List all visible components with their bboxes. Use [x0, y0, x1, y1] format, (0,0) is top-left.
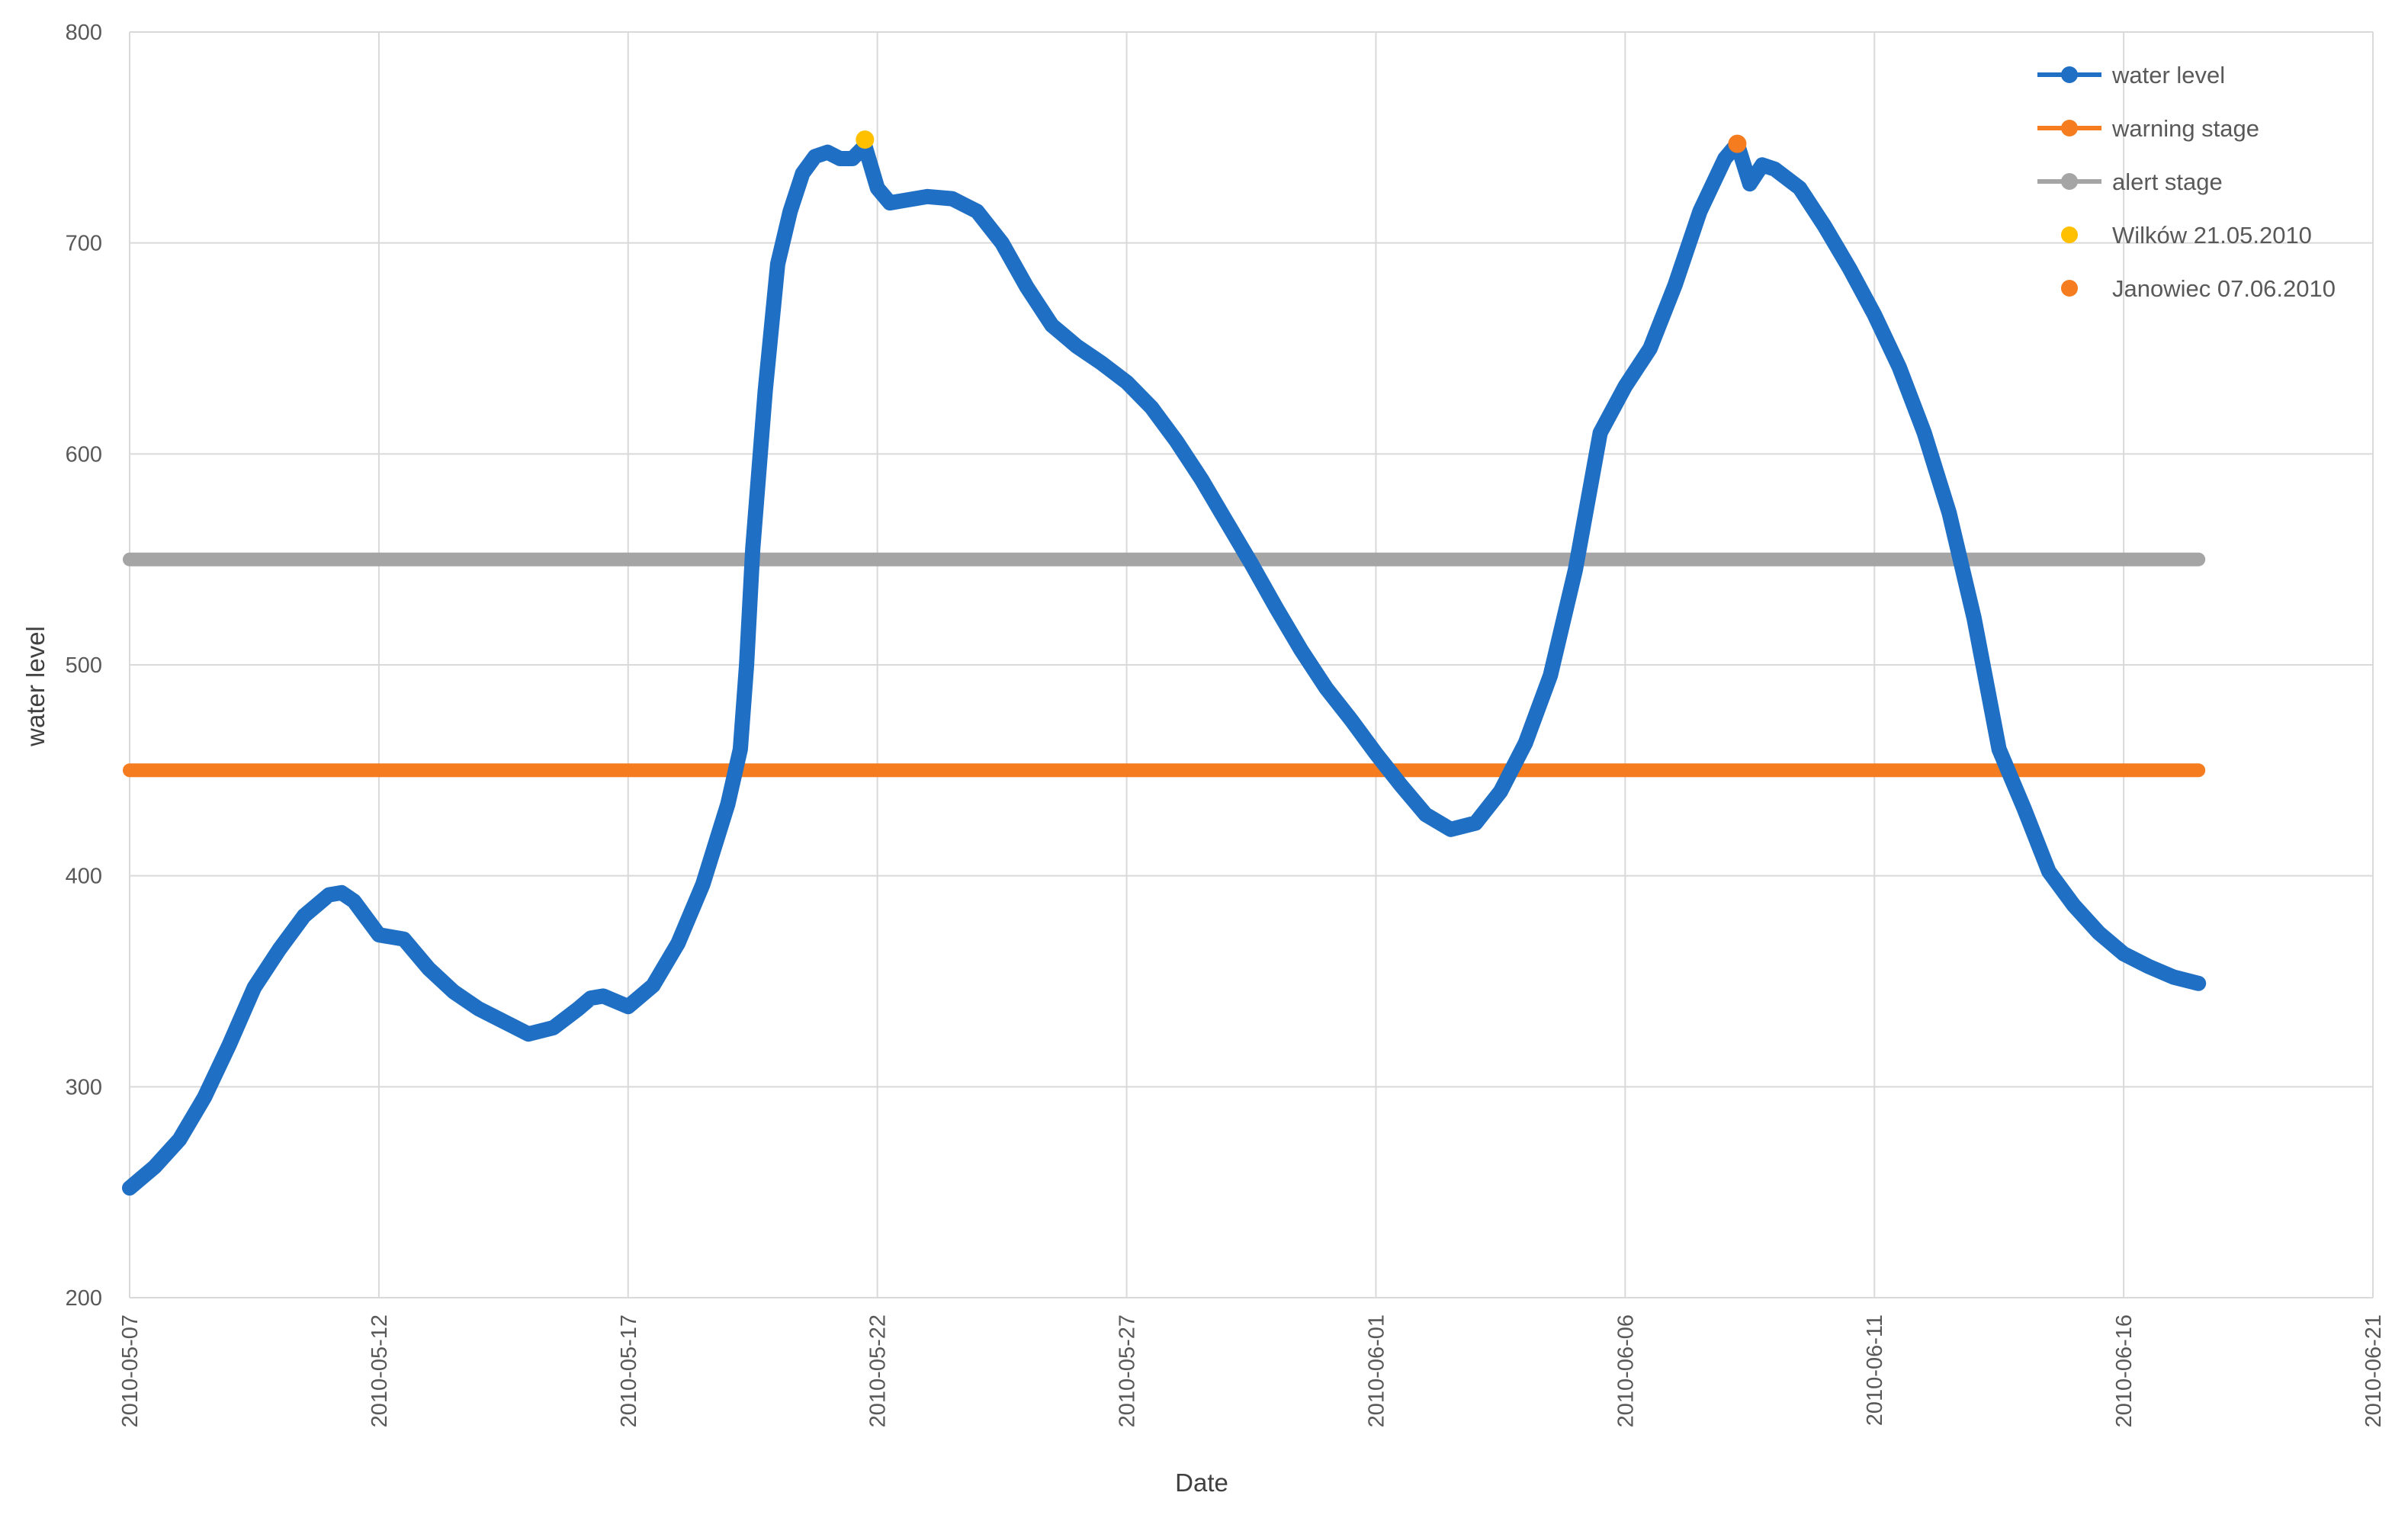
legend-label: Wilków 21.05.2010 — [2112, 222, 2312, 249]
x-axis-title: Date — [1175, 1468, 1228, 1497]
marker-wilk-w-21-05-2010 — [856, 130, 875, 149]
legend-swatch-marker — [2061, 280, 2078, 297]
legend: water level warning stage alert stage Wilkó… — [2037, 62, 2336, 302]
y-axis-title: water level — [21, 626, 50, 747]
y-tick-label: 600 — [66, 442, 102, 467]
gridlines — [129, 31, 2374, 1298]
legend-item-alert-stage: alert stage — [2037, 169, 2223, 195]
legend-swatch-marker — [2061, 173, 2078, 190]
legend-item-water-level: water level — [2037, 62, 2225, 88]
x-tick-label: 2010-06-06 — [1613, 1314, 1638, 1427]
x-tick-label: 2010-05-12 — [368, 1314, 392, 1427]
x-tick-label: 2010-06-16 — [2112, 1314, 2137, 1427]
y-tick-label: 400 — [66, 865, 102, 889]
x-tick-label: 2010-06-21 — [2361, 1314, 2386, 1427]
legend-label: alert stage — [2112, 169, 2223, 195]
x-tick-label: 2010-05-07 — [118, 1314, 143, 1427]
y-tick-label: 200 — [66, 1286, 102, 1311]
x-tick-label: 2010-05-22 — [866, 1314, 891, 1427]
y-tick-label: 500 — [66, 653, 102, 678]
legend-swatch-marker — [2061, 66, 2078, 83]
x-tick-label: 2010-05-27 — [1116, 1314, 1140, 1427]
y-tick-labels: 200 300 400 500 600 700 800 — [66, 21, 102, 1311]
series-line-water-level — [122, 136, 2207, 1196]
series-lines — [122, 136, 2207, 1196]
marker-janowiec-07-06-2010 — [1728, 134, 1747, 153]
x-tick-label: 2010-06-11 — [1863, 1314, 1887, 1426]
legend-item-warning-stage: warning stage — [2037, 115, 2259, 142]
legend-swatch-marker — [2061, 120, 2078, 136]
y-tick-label: 300 — [66, 1075, 102, 1099]
legend-label: warning stage — [2111, 115, 2259, 142]
legend-item-wilk-w-21-05-2010: Wilków 21.05.2010 — [2061, 222, 2312, 249]
y-tick-label: 800 — [66, 21, 102, 45]
legend-label: water level — [2111, 62, 2225, 88]
legend-label: Janowiec 07.06.2010 — [2112, 275, 2336, 302]
x-tick-labels: 2010-05-07 2010-05-12 2010-05-17 2010-05-22… — [118, 1314, 2386, 1427]
legend-swatch-marker — [2061, 226, 2078, 243]
x-tick-label: 2010-06-01 — [1364, 1314, 1389, 1427]
x-tick-label: 2010-05-17 — [617, 1314, 641, 1427]
series-markers — [856, 130, 1747, 153]
legend-item-janowiec-07-06-2010: Janowiec 07.06.2010 — [2061, 275, 2336, 302]
y-tick-label: 700 — [66, 232, 102, 256]
